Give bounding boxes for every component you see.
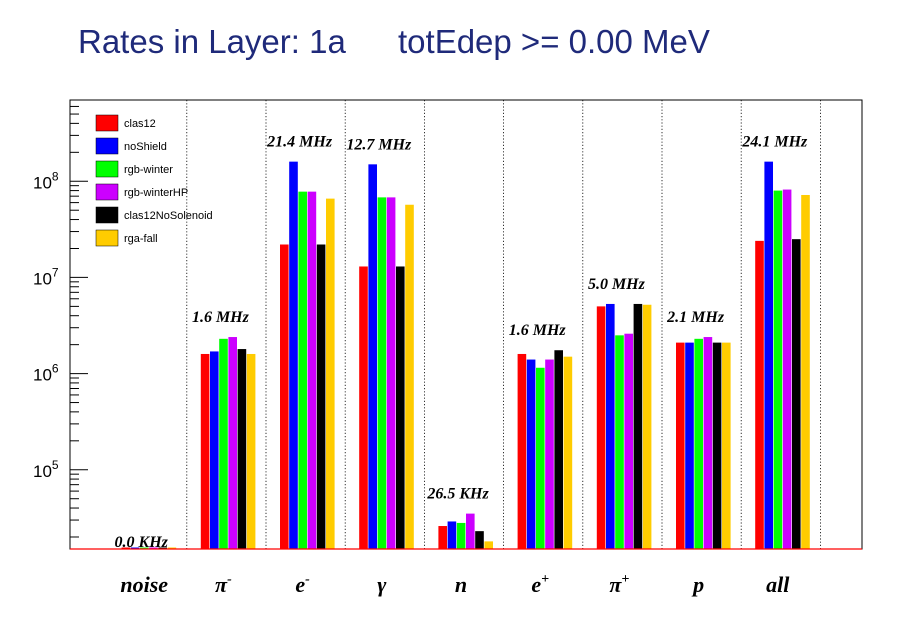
legend-label-clas12NoSolenoid: clas12NoSolenoid	[124, 210, 213, 222]
bar-noShield-π-	[210, 351, 219, 549]
bar-noShield-all	[764, 161, 773, 550]
bar-clas12-π+	[596, 306, 606, 549]
bar-clas12-π-	[200, 353, 210, 549]
bar-clas12NoSolenoid-p	[712, 342, 722, 549]
bar-rgb-winter-n	[456, 522, 466, 549]
bar-clas12NoSolenoid-π+	[633, 303, 643, 549]
legend-swatch-clas12NoSolenoid	[95, 206, 119, 224]
x-tick-label-γ: γ	[377, 572, 387, 597]
bar-rgb-winter-e+	[536, 367, 545, 549]
y-tick-label: 108	[33, 169, 59, 192]
legend-label-rgb-winter: rgb-winter	[124, 164, 173, 176]
bar-rgb-winter-p	[694, 338, 703, 549]
bar-noShield-e+	[526, 359, 536, 549]
bar-noShield-n	[447, 521, 457, 549]
bar-rgb-winterHP-p	[703, 337, 713, 549]
x-tick-label-all: all	[766, 572, 790, 597]
y-tick-label: 105	[33, 458, 59, 481]
bar-rgb-winter-π+	[615, 335, 624, 549]
legend-label-clas12: clas12	[124, 118, 156, 130]
bar-rgb-winter-noise	[140, 547, 149, 549]
bar-rga-fall-e-	[326, 198, 335, 549]
bar-clas12NoSolenoid-γ	[396, 266, 405, 549]
annotation-p: 2.1 MHz	[666, 309, 725, 326]
annotation-π-: 1.6 MHz	[192, 309, 250, 326]
annotation-π+: 5.0 MHz	[588, 276, 646, 293]
bar-rgb-winterHP-all	[782, 189, 792, 550]
bar-rgb-winterHP-π-	[228, 337, 237, 549]
annotation-all: 24.1 MHz	[741, 134, 808, 151]
y-tick-label: 106	[33, 362, 59, 385]
bar-rga-fall-noise	[167, 547, 177, 549]
annotation-noise: 0.0 KHz	[115, 534, 169, 551]
x-tick-label-p: p	[691, 572, 704, 597]
chart-subtitle: totEdep >= 0.00 MeV	[398, 23, 710, 60]
bar-rgb-winterHP-γ	[386, 197, 396, 549]
x-tick-label-noise: noise	[120, 572, 168, 597]
annotation-γ: 12.7 MHz	[346, 136, 412, 153]
bar-rga-fall-p	[722, 342, 731, 549]
legend: clas12 noShield rgb-winter rgb-winterHP clas…	[95, 114, 213, 247]
bar-rgb-winter-γ	[377, 197, 387, 549]
y-tick-label: 107	[33, 265, 59, 288]
legend-swatch-rga-fall	[95, 229, 119, 247]
bar-noShield-e-	[289, 161, 298, 550]
legend-label-rgb-winterHP: rgb-winterHP	[124, 187, 188, 199]
chart-title: Rates in Layer: 1a	[78, 23, 346, 60]
bar-rga-fall-e+	[563, 356, 573, 549]
bar-rga-fall-γ	[405, 204, 414, 549]
bar-clas12-e-	[280, 244, 289, 549]
bar-rgb-winter-π-	[219, 338, 228, 549]
bar-clas12NoSolenoid-π-	[237, 349, 247, 549]
bar-rgb-winter-e-	[298, 191, 307, 549]
bar-clas12NoSolenoid-e-	[316, 244, 326, 549]
bar-rga-fall-n	[484, 541, 493, 549]
bar-clas12-noise	[121, 547, 131, 549]
annotation-n: 26.5 KHz	[426, 486, 489, 503]
bar-noShield-γ	[368, 164, 377, 549]
bar-noShield-p	[685, 342, 694, 549]
bar-clas12NoSolenoid-all	[792, 239, 801, 550]
bar-rgb-winterHP-e-	[307, 191, 317, 549]
x-tick-label-e-: e-	[295, 572, 310, 597]
bar-rgb-winterHP-noise	[149, 547, 158, 549]
bar-rgb-winterHP-e+	[545, 359, 554, 549]
annotation-e-: 21.4 MHz	[266, 134, 333, 151]
legend-label-rga-fall: rga-fall	[124, 233, 158, 245]
bar-clas12-γ	[359, 266, 368, 549]
bar-clas12-n	[438, 526, 447, 549]
bar-rgb-winterHP-π+	[624, 333, 633, 549]
bar-clas12-p	[676, 342, 685, 549]
plot-area: 105 106 107 108 0.0 KHz 1.6 MHz 21.4 MHz 12.7 M…	[33, 99, 863, 597]
bar-rgb-winter-all	[773, 190, 783, 549]
legend-swatch-clas12	[95, 114, 119, 132]
legend-swatch-rgb-winter	[95, 160, 119, 178]
bar-noShield-π+	[606, 303, 615, 549]
legend-swatch-rgb-winterHP	[95, 183, 119, 201]
x-tick-label-n: n	[455, 572, 467, 597]
bar-rgb-winterHP-n	[466, 513, 475, 549]
bar-clas12NoSolenoid-n	[475, 531, 484, 549]
bar-rga-fall-π+	[642, 304, 652, 549]
legend-label-noShield: noShield	[124, 141, 167, 153]
annotation-e+: 1.6 MHz	[509, 322, 567, 339]
x-tick-label-π-: π-	[215, 572, 232, 597]
legend-swatch-noShield	[95, 137, 119, 155]
x-tick-label-e+: e+	[531, 572, 549, 597]
bar-noShield-noise	[130, 547, 140, 549]
x-tick-label-π+: π+	[609, 572, 629, 597]
bar-clas12-all	[755, 240, 764, 550]
bar-clas12-e+	[517, 353, 527, 549]
bar-rga-fall-all	[801, 194, 810, 550]
plot-frame	[69, 99, 863, 550]
bar-rga-fall-π-	[246, 353, 256, 549]
bar-clas12NoSolenoid-e+	[554, 350, 563, 549]
bar-clas12NoSolenoid-noise	[158, 547, 167, 549]
